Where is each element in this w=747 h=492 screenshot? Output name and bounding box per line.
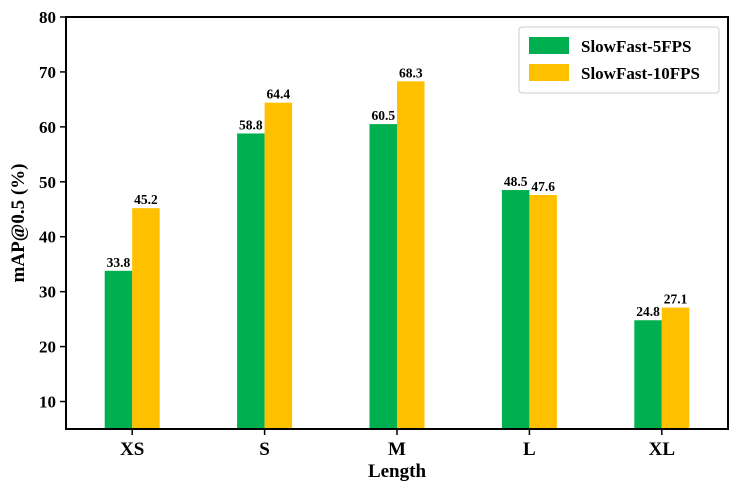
y-tick-label: 50 [39, 173, 56, 192]
y-tick-label: 60 [39, 118, 56, 137]
x-tick-label: XS [120, 439, 144, 460]
bar-slowfast-5fps-m [369, 124, 397, 430]
plot-frame [65, 16, 729, 430]
y-tick-label: 40 [39, 228, 56, 247]
bar-slowfast-10fps-xs [132, 208, 160, 429]
legend-label-slowfast-10fps: SlowFast-10FPS [581, 64, 700, 83]
bar-labels-group: 33.8 58.8 60.5 48.5 24.8 45.2 64.4 68.3 47.6 27.1 [107, 65, 688, 319]
x-tick-label: L [523, 439, 536, 460]
bar-slowfast-10fps-s [264, 102, 293, 430]
bar-slowfast-5fps-s [237, 133, 265, 429]
bar-value-label: 45.2 [134, 192, 158, 207]
y-axis-label: mAP@0.5 (%) [8, 164, 29, 283]
bar-slowfast-10fps-m [397, 81, 425, 429]
legend-label-slowfast-5fps: SlowFast-5FPS [581, 37, 692, 56]
y-tick-label: 20 [39, 338, 56, 357]
bars-group [104, 81, 690, 430]
bar-value-label: 64.4 [267, 87, 291, 102]
x-axis-label: Length [368, 461, 427, 482]
bar-value-label: 33.8 [107, 255, 131, 270]
bar-slowfast-10fps-xl [661, 307, 690, 429]
bar-slowfast-5fps-xl [634, 320, 662, 429]
y-axis-ticks: 10 20 30 40 50 60 70 80 [39, 8, 66, 412]
bar-value-label: 48.5 [504, 174, 528, 189]
y-tick-label: 80 [39, 8, 56, 27]
x-tick-label: XL [649, 439, 675, 460]
x-axis-ticks: XS S M L XL [120, 429, 675, 460]
bar-slowfast-10fps-l [529, 194, 557, 429]
bar-value-label: 58.8 [239, 117, 263, 132]
y-tick-label: 30 [39, 283, 56, 302]
y-tick-label: 70 [39, 63, 56, 82]
y-tick-label: 10 [39, 393, 56, 412]
legend-swatch-slowfast-10fps [529, 64, 569, 81]
x-tick-label: M [388, 439, 406, 460]
bar-value-label: 47.6 [531, 179, 555, 194]
legend: SlowFast-5FPS SlowFast-10FPS [518, 26, 720, 94]
legend-swatch-slowfast-5fps [529, 37, 569, 54]
bar-value-label: 27.1 [664, 292, 688, 307]
bar-slowfast-5fps-l [501, 190, 530, 429]
bar-value-label: 60.5 [371, 108, 395, 123]
bar-slowfast-5fps-xs [104, 270, 133, 429]
x-tick-label: S [259, 439, 270, 460]
bar-value-label: 24.8 [636, 304, 660, 319]
bar-value-label: 68.3 [399, 65, 423, 80]
